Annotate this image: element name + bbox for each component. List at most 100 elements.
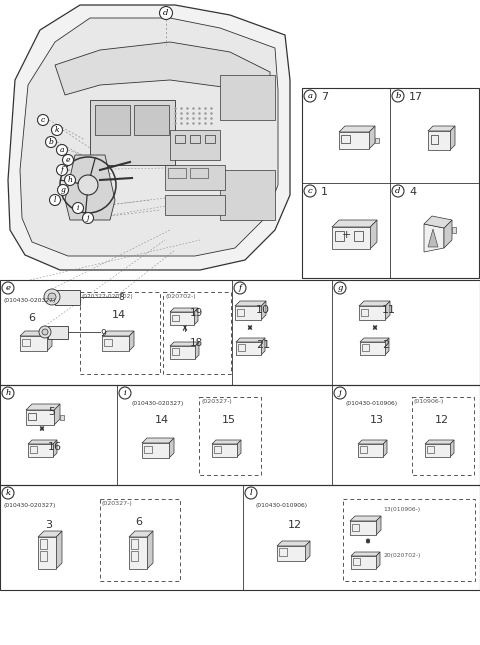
- Bar: [375, 138, 379, 143]
- Text: k: k: [5, 489, 11, 497]
- Text: 10: 10: [256, 305, 270, 315]
- Polygon shape: [65, 155, 115, 220]
- Circle shape: [2, 387, 14, 399]
- Text: (020327-): (020327-): [201, 399, 232, 404]
- Polygon shape: [376, 516, 381, 535]
- Text: 1: 1: [321, 187, 328, 197]
- Text: d: d: [396, 187, 401, 195]
- Text: a: a: [308, 92, 312, 100]
- Bar: [335, 231, 344, 241]
- Bar: [142, 443, 169, 458]
- Text: +: +: [341, 230, 351, 240]
- Circle shape: [392, 185, 404, 197]
- Text: k: k: [55, 126, 60, 134]
- Bar: [190, 168, 208, 178]
- Polygon shape: [53, 440, 57, 457]
- Text: j: j: [339, 389, 341, 397]
- Polygon shape: [450, 440, 454, 457]
- Bar: [22, 339, 30, 346]
- Bar: [0, 280, 480, 385]
- Polygon shape: [428, 229, 438, 247]
- Bar: [28, 413, 36, 420]
- Bar: [341, 135, 350, 143]
- Polygon shape: [102, 331, 134, 336]
- Polygon shape: [195, 342, 199, 359]
- Bar: [175, 135, 185, 143]
- Bar: [28, 444, 53, 457]
- Polygon shape: [360, 338, 389, 342]
- Bar: [60, 415, 64, 420]
- Bar: [361, 309, 368, 316]
- Bar: [129, 537, 147, 569]
- Circle shape: [39, 326, 51, 338]
- Polygon shape: [370, 220, 377, 249]
- Polygon shape: [56, 531, 62, 569]
- Polygon shape: [129, 331, 134, 351]
- Text: d: d: [163, 9, 168, 17]
- Text: 2: 2: [382, 340, 389, 350]
- Bar: [131, 551, 138, 561]
- Bar: [168, 168, 186, 178]
- Text: c: c: [308, 187, 312, 195]
- Polygon shape: [55, 42, 270, 100]
- Bar: [170, 312, 194, 325]
- Text: 16: 16: [48, 442, 62, 452]
- Circle shape: [78, 175, 98, 195]
- Text: h: h: [68, 176, 72, 184]
- Polygon shape: [129, 531, 153, 537]
- Text: i: i: [77, 204, 79, 212]
- Polygon shape: [383, 440, 387, 457]
- Circle shape: [64, 175, 75, 186]
- Circle shape: [51, 124, 62, 135]
- Circle shape: [159, 6, 172, 19]
- Bar: [212, 444, 237, 457]
- Text: 13(010906-): 13(010906-): [383, 507, 420, 512]
- Bar: [425, 444, 450, 457]
- Polygon shape: [424, 224, 444, 252]
- Circle shape: [57, 164, 68, 175]
- Circle shape: [245, 487, 257, 499]
- Text: 6: 6: [135, 517, 142, 527]
- Bar: [351, 556, 376, 569]
- Bar: [80, 292, 160, 374]
- Bar: [165, 165, 225, 190]
- Text: f: f: [239, 284, 241, 292]
- Bar: [358, 444, 383, 457]
- Polygon shape: [237, 440, 241, 457]
- Circle shape: [2, 282, 14, 294]
- Text: 6: 6: [28, 313, 35, 323]
- Bar: [427, 446, 434, 453]
- Bar: [332, 227, 370, 249]
- Circle shape: [392, 90, 404, 102]
- Text: 12: 12: [288, 520, 302, 530]
- Bar: [220, 170, 275, 220]
- Bar: [165, 195, 225, 215]
- Polygon shape: [235, 301, 266, 306]
- Text: (010430-020327): (010430-020327): [3, 298, 55, 303]
- Text: h: h: [5, 389, 11, 397]
- Circle shape: [304, 90, 316, 102]
- Text: (020327-020702): (020327-020702): [82, 294, 134, 299]
- Bar: [360, 446, 367, 453]
- Polygon shape: [170, 308, 198, 312]
- Polygon shape: [350, 516, 381, 521]
- Polygon shape: [305, 541, 310, 561]
- Polygon shape: [369, 126, 375, 149]
- Bar: [95, 105, 130, 135]
- Bar: [205, 135, 215, 143]
- Bar: [277, 546, 305, 561]
- Text: 9: 9: [100, 330, 106, 339]
- Text: (010430-010906): (010430-010906): [346, 401, 398, 406]
- Bar: [100, 499, 180, 581]
- Text: 14: 14: [112, 310, 126, 320]
- Circle shape: [119, 387, 131, 399]
- Circle shape: [2, 487, 14, 499]
- Text: (020702-): (020702-): [165, 294, 196, 299]
- Bar: [40, 539, 47, 549]
- Bar: [431, 135, 438, 144]
- Polygon shape: [236, 338, 265, 342]
- Text: 17: 17: [409, 92, 423, 102]
- Polygon shape: [169, 438, 174, 458]
- Bar: [452, 227, 456, 233]
- Bar: [30, 446, 37, 453]
